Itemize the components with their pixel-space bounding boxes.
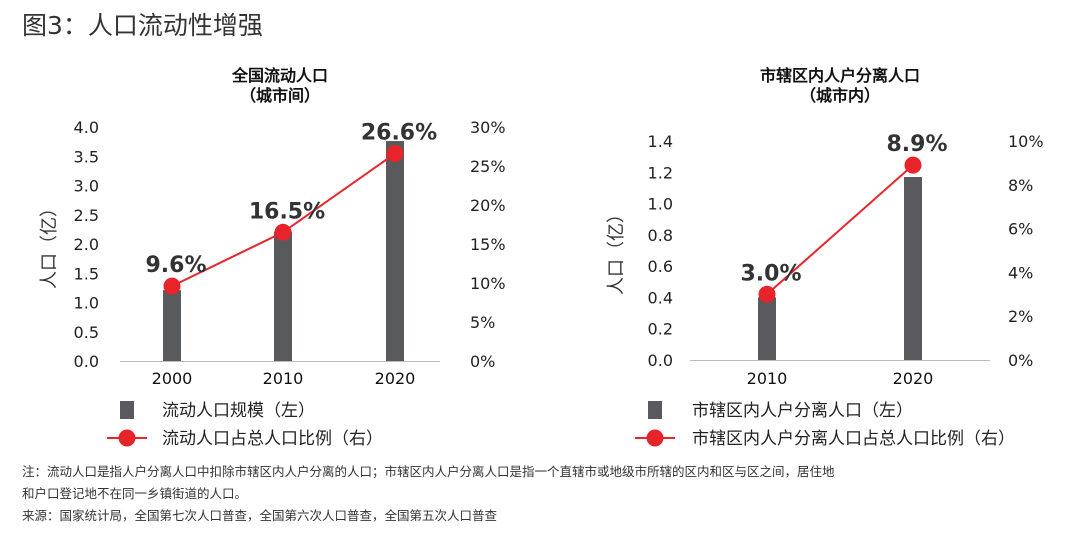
chart2-x-tick-label: 2020 xyxy=(893,369,934,388)
chart1-x-tick-label: 2010 xyxy=(263,369,304,388)
note-line-2: 和户口登记地不在同一乡镇街道的人口。 xyxy=(22,486,248,501)
chart2-y-tick-label: 1.4 xyxy=(648,132,673,151)
chart1-y-tick-label: 0.5 xyxy=(74,323,99,342)
chart1-y-tick-label: 4.0 xyxy=(74,118,99,137)
chart2-y-tick-label: 0.4 xyxy=(648,288,673,307)
chart2-line-series xyxy=(766,164,914,296)
chart1-y-tick-label: 0.0 xyxy=(74,352,99,371)
source-line: 来源：国家统计局，全国第七次人口普查，全国第六次人口普查，全国第五次人口普查 xyxy=(22,508,498,523)
chart1-y-tick-label: 2.5 xyxy=(74,206,99,225)
chart2-y-tick-label: 0.6 xyxy=(648,257,673,276)
chart1-y-tick-label: 3.5 xyxy=(74,147,99,166)
chart2-bar xyxy=(758,297,776,360)
chart1-title: 全国流动人口 （城市间） xyxy=(190,66,370,106)
chart2-title: 市辖区内人户分离人口 （城市内） xyxy=(720,66,960,106)
chart1-title-main: 全国流动人口 xyxy=(231,66,328,85)
chart2-line-point xyxy=(904,156,922,174)
chart1-y2-tick-label: 5% xyxy=(470,313,495,332)
chart2-x-tick-label: 2010 xyxy=(747,369,788,388)
chart1-data-label: 16.5% xyxy=(249,199,325,224)
chart1-legend-bar-swatch xyxy=(120,401,134,419)
chart1-y-tick-label: 1.0 xyxy=(74,294,99,313)
chart1-x-tick-label: 2000 xyxy=(152,369,193,388)
chart1-title-sub: （城市间） xyxy=(239,86,320,105)
chart1-legend-line-marker xyxy=(118,429,136,447)
chart2-legend-bar-label: 市辖区内人户分离人口（左） xyxy=(692,401,913,421)
chart2-line-point xyxy=(758,285,776,303)
chart1-y2-tick-label: 30% xyxy=(470,118,506,137)
chart2-data-label: 3.0% xyxy=(740,261,801,286)
chart1-y2-tick-label: 15% xyxy=(470,235,506,254)
chart1-y2-tick-label: 25% xyxy=(470,157,506,176)
chart2-y2-tick-label: 4% xyxy=(1008,263,1033,282)
chart2-y2-tick-label: 6% xyxy=(1008,220,1033,239)
chart2-y-tick-label: 1.0 xyxy=(648,195,673,214)
chart1-line-point xyxy=(386,145,404,163)
chart1-y2-tick-label: 10% xyxy=(470,274,506,293)
chart2-y2-tick-label: 8% xyxy=(1008,176,1033,195)
chart2-y2-tick-label: 10% xyxy=(1008,132,1044,151)
chart2-y-axis-label: 人口（亿） xyxy=(606,205,627,295)
figure-title: 图3：人口流动性增强 xyxy=(22,11,263,40)
chart1-legend-bar-label: 流动人口规模（左） xyxy=(162,401,315,421)
chart2-title-sub: （城市内） xyxy=(799,86,880,105)
chart1-y2-tick-label: 0% xyxy=(470,352,495,371)
chart2-data-label: 8.9% xyxy=(886,132,947,157)
chart2-legend-line-marker xyxy=(646,429,664,447)
chart2-y-tick-label: 1.2 xyxy=(648,163,673,182)
chart1-data-label: 9.6% xyxy=(145,253,206,278)
chart1-line-point xyxy=(163,277,181,295)
chart1-y2-tick-label: 20% xyxy=(470,196,506,215)
chart2-y-tick-label: 0.8 xyxy=(648,226,673,245)
chart1-line-point xyxy=(274,223,292,241)
chart2-y-tick-label: 0.2 xyxy=(648,320,673,339)
chart1-y-tick-label: 2.0 xyxy=(74,235,99,254)
chart1-y-axis-label: 人口（亿） xyxy=(39,199,60,289)
chart2-y2-tick-label: 0% xyxy=(1008,351,1033,370)
chart1-legend-line-label: 流动人口占总人口比例（右） xyxy=(162,429,383,449)
chart1-y-tick-label: 3.0 xyxy=(74,177,99,196)
note-line-1: 注：流动人口是指人户分离人口中扣除市辖区内人户分离的人口；市辖区内人户分离人口是… xyxy=(22,464,835,479)
chart1-data-label: 26.6% xyxy=(361,121,437,146)
chart2-y-tick-label: 0.0 xyxy=(648,351,673,370)
chart2-legend-bar-swatch xyxy=(648,401,662,419)
chart2-title-main: 市辖区内人户分离人口 xyxy=(759,66,920,85)
chart1-bar xyxy=(163,290,181,361)
chart2-bar xyxy=(904,176,922,360)
chart1-x-tick-label: 2020 xyxy=(375,369,416,388)
chart1-y-tick-label: 1.5 xyxy=(74,264,99,283)
chart1-bar xyxy=(386,141,404,361)
chart2-y2-tick-label: 2% xyxy=(1008,307,1033,326)
chart1-bar xyxy=(274,231,292,361)
chart2-legend-line-label: 市辖区内人户分离人口占总人口比例（右） xyxy=(692,429,1015,449)
